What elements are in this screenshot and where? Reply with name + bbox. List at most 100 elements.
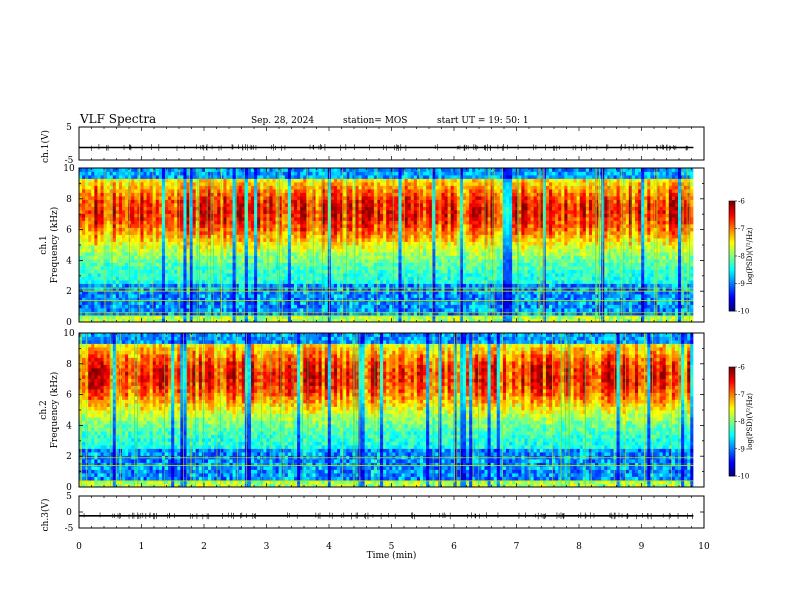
spectrogram-cell — [115, 301, 120, 305]
spectrogram-cell — [370, 255, 375, 260]
spectrogram-cell — [201, 311, 206, 316]
spectrogram-cell — [238, 276, 243, 281]
spectrogram-cell — [297, 238, 301, 242]
spectrogram-cell — [128, 241, 132, 246]
spectrogram-cell — [158, 297, 163, 302]
spectrogram-cell — [192, 315, 197, 319]
spectrogram-cell — [131, 220, 135, 225]
spectrogram-cell — [300, 290, 304, 295]
spectrogram-cell — [186, 311, 190, 316]
spectrogram-cell — [128, 224, 132, 228]
spectrogram-cell — [383, 280, 387, 284]
spectrogram-cell — [401, 255, 406, 260]
spectrogram-cell — [85, 315, 89, 319]
spectrogram-cell — [211, 199, 215, 204]
spectrogram-cell — [180, 248, 184, 253]
spectrogram-cell — [155, 213, 160, 218]
spectrogram-cell — [226, 210, 230, 214]
spectrogram-cell — [201, 308, 206, 312]
spectrogram-cell — [94, 248, 98, 253]
spectrogram-cell — [383, 304, 387, 309]
spectrogram-cell — [358, 315, 363, 319]
spectrogram-cell — [88, 206, 92, 211]
spectrogram-cell — [244, 234, 249, 239]
spectrogram-cell — [373, 283, 378, 288]
spectrogram-cell — [349, 266, 353, 270]
spectrogram-cell — [118, 308, 123, 312]
spectrogram-cell — [392, 178, 396, 183]
spectrogram-cell — [158, 238, 163, 242]
spectrogram-cell — [106, 308, 111, 312]
spectrogram-cell — [352, 283, 356, 288]
spectrogram-cell — [201, 238, 206, 242]
spectrogram-cell — [149, 199, 154, 204]
spectrogram-cell — [315, 262, 319, 267]
spectrogram-cell — [241, 175, 246, 179]
spectrogram-cell — [192, 301, 197, 305]
spectrogram-cell — [226, 192, 230, 197]
spectrogram-cell — [88, 294, 92, 298]
spectrogram-cell — [192, 210, 197, 214]
spectrogram-cell — [79, 189, 83, 193]
spectrogram-cell — [223, 269, 227, 274]
spectrogram-cell — [232, 199, 237, 204]
spectrogram-cell — [143, 185, 147, 190]
spectrogram-cell — [82, 308, 86, 312]
spectrogram-cell — [241, 185, 246, 190]
spectrogram-cell — [143, 318, 147, 323]
spectrogram-cell — [97, 182, 101, 186]
spectrogram-cell — [281, 294, 286, 298]
spectrogram-cell — [217, 311, 221, 316]
spectrogram-cell — [398, 311, 402, 316]
spectrogram-cell — [152, 311, 157, 316]
spectrogram-cell — [269, 220, 273, 225]
spectrogram-cell — [128, 231, 132, 235]
spectrogram-cell — [269, 315, 273, 319]
spectrogram-cell — [235, 220, 240, 225]
spectrogram-cell — [217, 203, 221, 207]
spectrogram-cell — [186, 276, 190, 281]
spectrogram-cell — [370, 192, 375, 197]
spectrogram-cell — [272, 227, 276, 232]
spectrogram-cell — [294, 224, 298, 228]
spectrogram-cell — [358, 294, 363, 298]
spectrogram-cell — [290, 304, 295, 309]
spectrogram-cell — [278, 311, 283, 316]
spectrogram-cell — [180, 231, 184, 235]
spectrogram-cell — [395, 210, 399, 214]
spectrogram-cell — [404, 168, 409, 172]
spectrogram-cell — [168, 178, 172, 183]
spectrogram-cell — [312, 255, 316, 260]
spectrogram-cell — [158, 276, 163, 281]
spectrogram-cell — [82, 301, 86, 305]
spectrogram-cell — [201, 287, 206, 291]
spectrogram-cell — [290, 234, 295, 239]
spectrogram-cell — [358, 290, 363, 295]
spectrogram-cell — [149, 178, 154, 183]
spectrogram-cell — [389, 248, 393, 253]
spectrogram-cell — [183, 311, 187, 316]
spectrogram-cell — [324, 234, 329, 239]
spectrogram-cell — [352, 178, 356, 183]
spectrogram-cell — [294, 287, 298, 291]
spectrogram-cell — [211, 294, 215, 298]
spectrogram-cell — [389, 192, 393, 197]
spectrogram-cell — [272, 217, 276, 221]
spectrogram-cell — [97, 283, 101, 288]
spectrogram-cell — [260, 227, 264, 232]
spectrogram-cell — [122, 297, 126, 302]
spectrogram-cell — [337, 196, 341, 200]
spectrogram-cell — [361, 301, 366, 305]
spectrogram-cell — [300, 283, 304, 288]
spectrogram-cell — [303, 283, 307, 288]
spectrogram-cell — [100, 266, 104, 270]
spectrogram-cell — [398, 241, 402, 246]
spectrogram-cell — [401, 196, 406, 200]
spectrogram-cell — [260, 287, 264, 291]
spectrogram-cell — [168, 294, 172, 298]
spectrogram-cell — [171, 304, 175, 309]
spectrogram-cell — [168, 206, 172, 211]
spectrogram-cell — [140, 311, 144, 316]
spectrogram-cell — [284, 283, 289, 288]
spectrogram-cell — [131, 178, 135, 183]
